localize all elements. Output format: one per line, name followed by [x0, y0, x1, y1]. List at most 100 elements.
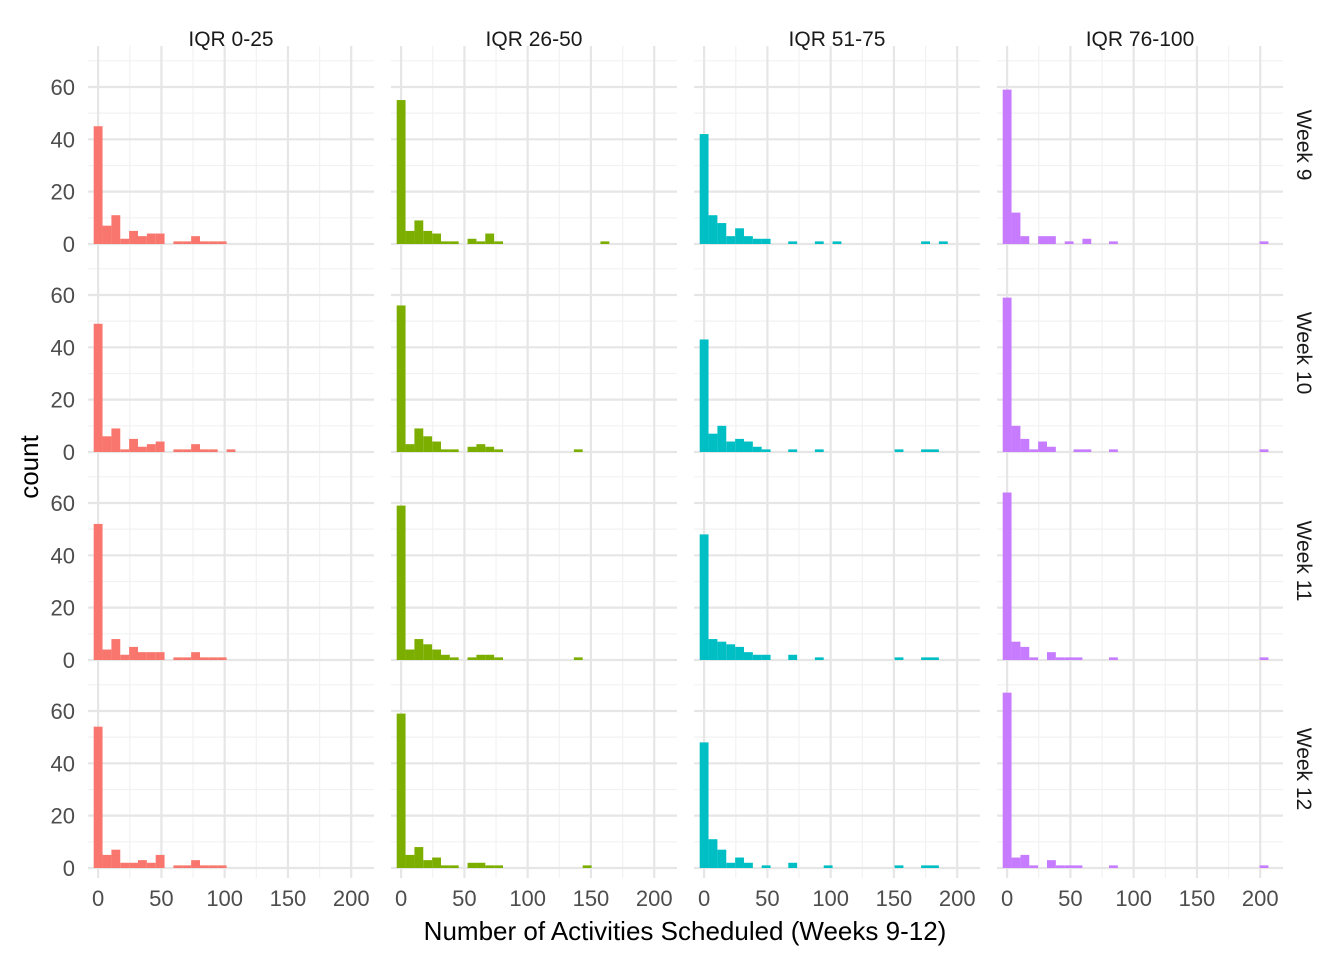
histogram-bar	[708, 839, 718, 868]
histogram-bar	[708, 639, 718, 660]
histogram-bar	[485, 654, 495, 660]
histogram-bar	[120, 862, 130, 868]
histogram-bar	[146, 652, 156, 660]
histogram-bar	[1020, 854, 1030, 868]
histogram-bar	[102, 225, 112, 244]
histogram-bar	[146, 444, 156, 452]
histogram-bar	[208, 865, 218, 868]
histogram-bar	[93, 323, 103, 452]
histogram-bar	[494, 657, 503, 660]
y-tick-label: 0	[63, 648, 75, 673]
histogram-bar	[440, 241, 450, 244]
y-tick-label: 60	[51, 75, 75, 100]
histogram-bar	[726, 862, 736, 868]
histogram-bar	[1011, 425, 1021, 452]
histogram-bar	[1109, 657, 1118, 660]
histogram-bar	[182, 865, 192, 868]
histogram-bar	[423, 860, 433, 868]
histogram-bar	[191, 860, 200, 868]
histogram-bar	[200, 241, 209, 244]
y-tick-label: 60	[51, 699, 75, 724]
histogram-bar	[137, 446, 147, 452]
histogram-bar	[182, 449, 192, 452]
histogram-bar	[405, 854, 415, 868]
histogram-bar	[930, 865, 939, 868]
grid-layer	[88, 46, 1283, 878]
histogram-bar	[930, 657, 939, 660]
histogram-bar	[93, 726, 103, 868]
histogram-bar	[1109, 241, 1118, 244]
histogram-bar	[582, 865, 592, 868]
y-axis-title: count	[14, 434, 44, 498]
histogram-bar	[200, 449, 209, 452]
histogram-bar	[1038, 441, 1047, 452]
histogram-bar	[1020, 236, 1030, 244]
histogram-bar	[921, 865, 931, 868]
histogram-bar	[217, 241, 227, 244]
histogram-bar	[788, 449, 798, 452]
histogram-bar	[155, 652, 165, 660]
histogram-bar	[600, 241, 610, 244]
histogram-bar	[155, 233, 165, 244]
x-tick-label: 50	[149, 886, 173, 911]
histogram-bar	[832, 241, 842, 244]
histogram-bar	[137, 236, 147, 244]
histogram-bar	[102, 854, 112, 868]
y-tick-label: 40	[51, 543, 75, 568]
histogram-bar	[494, 241, 503, 244]
histogram-bar	[476, 241, 486, 244]
histogram-bar	[208, 657, 218, 660]
histogram-bar	[1073, 449, 1083, 452]
histogram-bar	[423, 230, 433, 244]
x-tick-label: 150	[876, 886, 913, 911]
y-tick-label: 40	[51, 751, 75, 776]
histogram-bar	[708, 433, 718, 452]
histogram-bar	[717, 849, 727, 868]
histogram-bar	[1020, 438, 1030, 453]
x-tick-label: 0	[1001, 886, 1013, 911]
y-tick-label: 0	[63, 856, 75, 881]
histogram-bar	[752, 238, 762, 244]
x-tick-label: 50	[755, 886, 779, 911]
histogram-bar	[146, 233, 156, 244]
y-tick-label: 20	[51, 596, 75, 621]
histogram-bar	[1002, 297, 1012, 452]
strip-label-row: Week 9	[1292, 110, 1315, 181]
histogram-bar	[823, 865, 833, 868]
histogram-bar	[1109, 449, 1118, 452]
histogram-bar	[396, 100, 406, 244]
x-tick-label: 200	[1242, 886, 1279, 911]
histogram-bar	[788, 241, 798, 244]
histogram-bar	[761, 449, 771, 452]
y-tick-label: 40	[51, 335, 75, 360]
histogram-bar	[938, 241, 948, 244]
histogram-bar	[476, 654, 486, 660]
y-tick-label: 0	[63, 232, 75, 257]
histogram-bar	[1002, 89, 1012, 244]
histogram-bar	[761, 238, 771, 244]
histogram-bar	[182, 657, 192, 660]
histogram-bar	[476, 444, 486, 452]
histogram-bar	[137, 652, 147, 660]
histogram-bar	[476, 862, 486, 868]
histogram-bar	[111, 428, 121, 452]
histogram-bar	[1002, 692, 1012, 868]
histogram-bar	[743, 652, 753, 660]
histogram-bar	[191, 236, 200, 244]
y-tick-label: 20	[51, 180, 75, 205]
x-tick-label: 100	[1115, 886, 1152, 911]
histogram-bar	[414, 428, 424, 452]
y-tick-label: 40	[51, 127, 75, 152]
histogram-bar	[735, 646, 744, 660]
histogram-bar	[921, 449, 931, 452]
histogram-bar	[414, 220, 424, 244]
x-tick-label: 150	[573, 886, 610, 911]
y-tick-label: 60	[51, 491, 75, 516]
histogram-bar	[761, 654, 771, 660]
histogram-bar	[726, 441, 736, 452]
histogram-bar	[191, 652, 200, 660]
histogram-bar	[173, 657, 183, 660]
x-tick-label: 0	[698, 886, 710, 911]
histogram-bar	[1046, 236, 1056, 244]
